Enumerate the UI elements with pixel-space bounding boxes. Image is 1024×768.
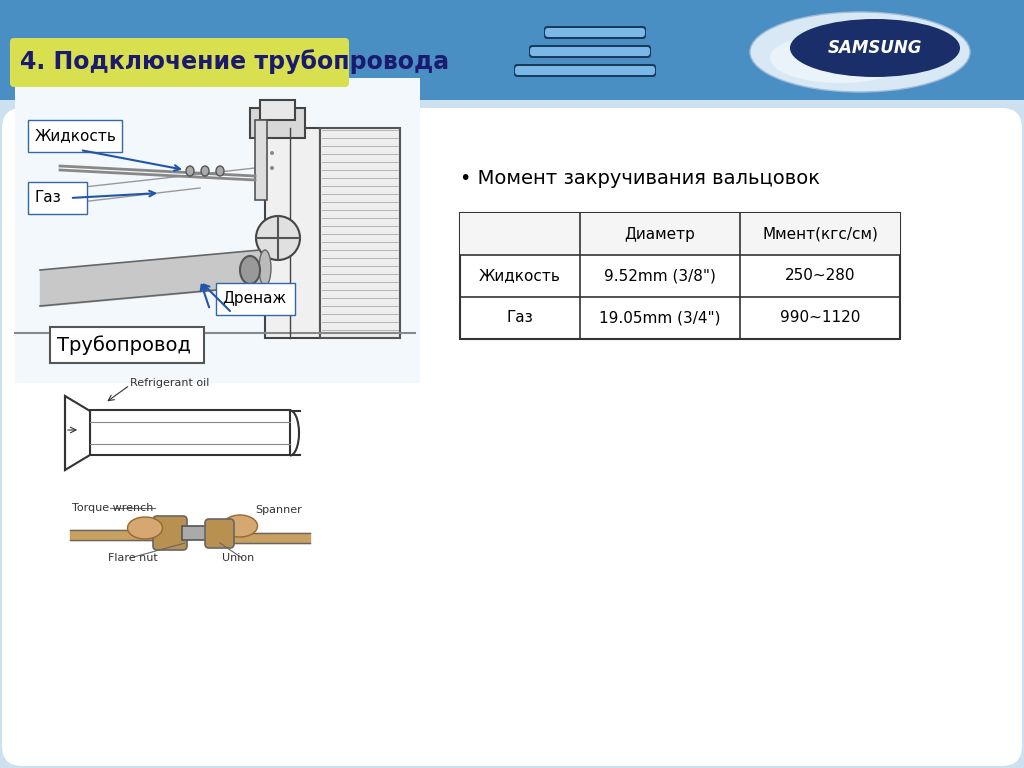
FancyBboxPatch shape (319, 128, 400, 338)
FancyBboxPatch shape (260, 100, 295, 120)
Polygon shape (0, 0, 1024, 100)
Circle shape (270, 166, 274, 170)
FancyBboxPatch shape (544, 26, 646, 39)
FancyBboxPatch shape (216, 283, 295, 315)
FancyBboxPatch shape (514, 64, 656, 77)
Text: 990~1120: 990~1120 (780, 310, 860, 326)
FancyBboxPatch shape (255, 120, 267, 200)
FancyBboxPatch shape (529, 45, 651, 58)
FancyBboxPatch shape (50, 327, 204, 363)
FancyBboxPatch shape (205, 519, 234, 548)
Ellipse shape (770, 33, 910, 83)
Text: SAMSUNG: SAMSUNG (827, 39, 923, 57)
Ellipse shape (750, 12, 970, 92)
Circle shape (256, 216, 300, 260)
Text: Spanner: Spanner (255, 505, 302, 515)
Text: • Момент закручивания вальцовок: • Момент закручивания вальцовок (460, 168, 820, 187)
Text: 250~280: 250~280 (784, 269, 855, 283)
Text: Жидкость: Жидкость (479, 269, 561, 283)
Ellipse shape (222, 515, 257, 537)
Text: Flare nut: Flare nut (108, 553, 158, 563)
FancyBboxPatch shape (2, 108, 1022, 766)
Ellipse shape (259, 250, 271, 286)
FancyBboxPatch shape (250, 108, 305, 138)
FancyBboxPatch shape (153, 516, 187, 550)
Polygon shape (65, 396, 90, 470)
Text: 19.05mm (3/4"): 19.05mm (3/4") (599, 310, 721, 326)
Text: 4. Подключение трубопровода: 4. Подключение трубопровода (20, 50, 450, 74)
Ellipse shape (790, 19, 961, 77)
Text: Диаметр: Диаметр (625, 227, 695, 241)
Text: Дренаж: Дренаж (222, 292, 287, 306)
FancyBboxPatch shape (90, 410, 290, 455)
Text: Torque wrench: Torque wrench (72, 503, 154, 513)
Circle shape (270, 291, 274, 295)
Text: Ммент(кгс/см): Ммент(кгс/см) (762, 227, 878, 241)
FancyBboxPatch shape (182, 526, 217, 540)
Text: 9.52mm (3/8"): 9.52mm (3/8") (604, 269, 716, 283)
FancyBboxPatch shape (515, 66, 655, 75)
FancyBboxPatch shape (15, 78, 420, 383)
FancyBboxPatch shape (28, 120, 122, 152)
Text: Union: Union (222, 553, 254, 563)
Text: Жидкость: Жидкость (35, 128, 117, 144)
Text: Газ: Газ (507, 310, 534, 326)
FancyBboxPatch shape (460, 213, 900, 255)
FancyBboxPatch shape (530, 47, 650, 56)
Ellipse shape (201, 166, 209, 176)
FancyBboxPatch shape (460, 213, 900, 339)
Text: Трубопровод: Трубопровод (57, 335, 190, 355)
Text: Газ: Газ (35, 190, 61, 206)
Circle shape (270, 151, 274, 155)
FancyBboxPatch shape (10, 38, 349, 87)
Ellipse shape (240, 256, 260, 284)
FancyBboxPatch shape (545, 28, 645, 37)
Circle shape (270, 306, 274, 310)
Ellipse shape (128, 517, 163, 539)
Ellipse shape (216, 166, 224, 176)
FancyBboxPatch shape (28, 182, 87, 214)
FancyBboxPatch shape (265, 128, 319, 338)
Ellipse shape (186, 166, 194, 176)
Text: Refrigerant oil: Refrigerant oil (130, 378, 209, 388)
